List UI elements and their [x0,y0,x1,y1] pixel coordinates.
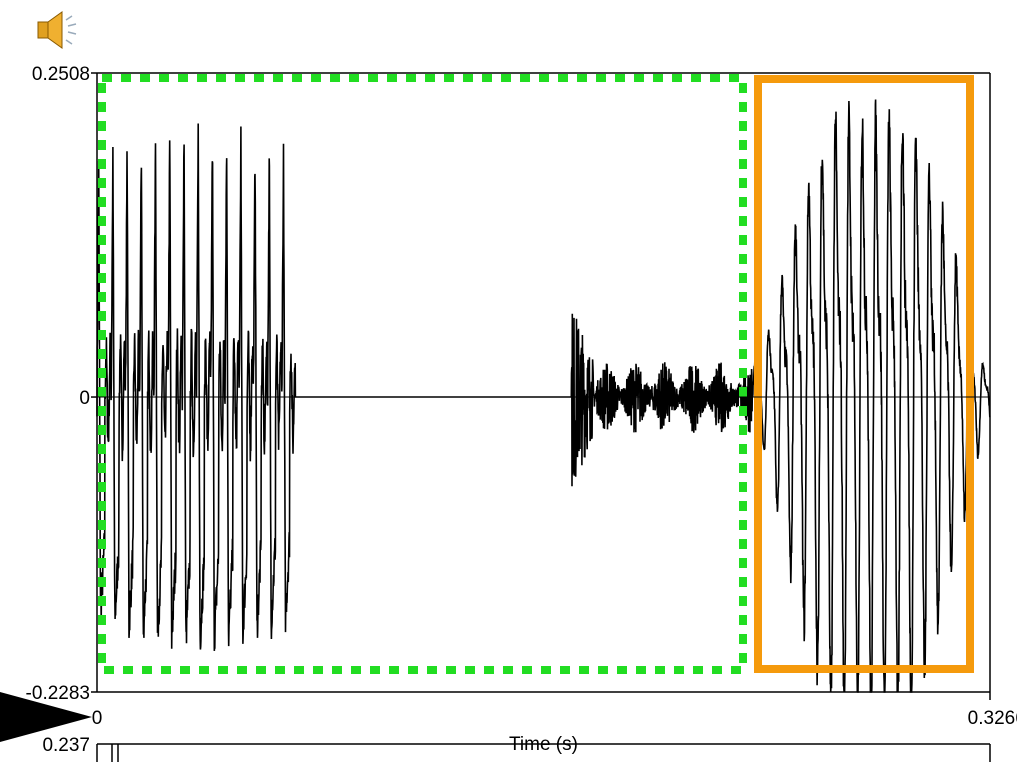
x-tick-label-end: 0.32662 [968,708,1017,729]
y-tick-label-zero: 0 [79,388,90,409]
y-tick-label-bottom: -0.2283 [26,683,90,704]
y-tick-label-top: 0.2508 [32,64,90,85]
orange-box-region [754,75,974,673]
x-axis-label: Time (s) [509,734,578,755]
green-dotted-region [98,74,747,674]
waveform [96,99,991,693]
play-triangle-icon[interactable] [0,692,92,742]
x-tick-label-start: 0 [92,708,103,729]
waveform-line [96,99,991,693]
speaker-icon[interactable] [37,11,77,49]
lower-panel-tick-label: 0.237 [42,735,90,756]
